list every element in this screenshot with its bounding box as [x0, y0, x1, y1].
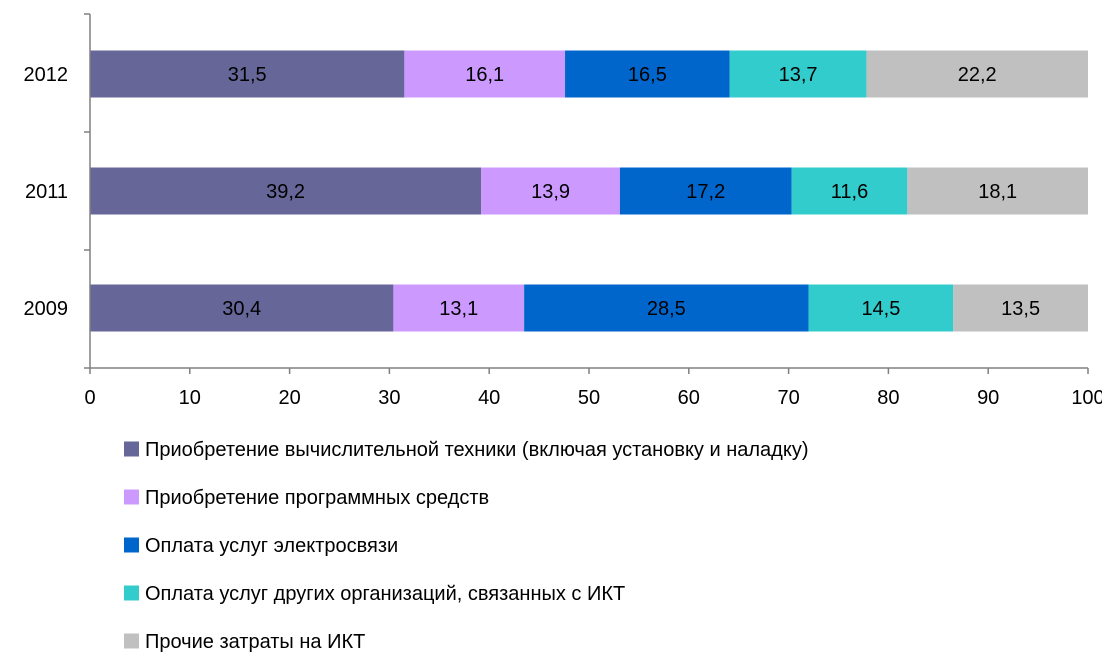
- data-label-2009-series-5: 13,5: [1001, 298, 1040, 320]
- legend-label-2: Приобретение программных средств: [145, 487, 489, 509]
- x-tick-label-50: 50: [578, 387, 600, 409]
- x-tick-label-0: 0: [84, 387, 95, 409]
- legend: Приобретение вычислительной техники (вкл…: [124, 439, 809, 653]
- data-label-2009-series-2: 13,1: [439, 298, 478, 320]
- legend-label-3: Оплата услуг электросвязи: [145, 535, 398, 557]
- bar-segment-2009-series-1: [90, 284, 394, 332]
- legend-item-2: Приобретение программных средств: [124, 487, 489, 509]
- bar-segment-2012-series-2: [404, 50, 566, 98]
- data-label-2011-series-2: 13,9: [531, 181, 570, 203]
- legend-swatch-4: [124, 585, 139, 601]
- legend-swatch-3: [124, 537, 139, 553]
- data-label-2012-series-2: 16,1: [465, 64, 504, 86]
- bar-segment-2012-series-5: [866, 50, 1088, 98]
- bar-segment-2009-series-4: [808, 284, 954, 332]
- x-tick-label-60: 60: [678, 387, 700, 409]
- legend-label-1: Приобретение вычислительной техники (вкл…: [145, 439, 809, 461]
- legend-swatch-1: [124, 441, 139, 457]
- bar-segment-2012-series-1: [90, 50, 405, 98]
- x-tick-label-80: 80: [877, 387, 899, 409]
- x-tick-label-70: 70: [777, 387, 799, 409]
- bar-segment-2009-series-2: [393, 284, 525, 332]
- bar-segment-2011-series-2: [481, 167, 620, 215]
- category-label-2009: 2009: [24, 298, 69, 320]
- legend-swatch-2: [124, 489, 139, 505]
- bar-segment-2011-series-4: [791, 167, 908, 215]
- bars-group: [90, 50, 1088, 332]
- category-label-2011: 2011: [25, 181, 68, 203]
- data-label-2009-series-1: 30,4: [222, 298, 261, 320]
- data-label-2012-series-5: 22,2: [958, 64, 997, 86]
- data-label-2011-series-4: 11,6: [831, 181, 868, 203]
- x-tick-label-40: 40: [478, 387, 500, 409]
- bar-segment-2009-series-3: [524, 284, 809, 332]
- x-tick-label-100: 100: [1071, 387, 1102, 409]
- data-label-2011-series-1: 39,2: [266, 181, 305, 203]
- data-label-2009-series-3: 28,5: [647, 298, 686, 320]
- data-label-2009-series-4: 14,5: [861, 298, 900, 320]
- data-label-2012-series-1: 31,5: [228, 64, 267, 86]
- bar-segment-2012-series-3: [565, 50, 730, 98]
- legend-item-3: Оплата услуг электросвязи: [124, 535, 398, 557]
- x-tick-label-90: 90: [977, 387, 999, 409]
- x-tick-label-30: 30: [378, 387, 400, 409]
- data-label-2012-series-3: 16,5: [628, 64, 667, 86]
- bar-segment-2011-series-5: [907, 167, 1088, 215]
- legend-item-5: Прочие затраты на ИКТ: [124, 631, 365, 653]
- bar-segment-2012-series-4: [729, 50, 867, 98]
- data-label-2011-series-3: 17,2: [686, 181, 725, 203]
- bar-segment-2011-series-1: [90, 167, 482, 215]
- legend-label-5: Прочие затраты на ИКТ: [145, 631, 365, 653]
- category-label-2012: 2012: [24, 64, 69, 86]
- bar-segment-2009-series-5: [953, 284, 1088, 332]
- legend-item-4: Оплата услуг других организаций, связанн…: [124, 583, 625, 605]
- data-label-2012-series-4: 13,7: [779, 64, 818, 86]
- legend-item-1: Приобретение вычислительной техники (вкл…: [124, 439, 809, 461]
- data-labels-group: 31,5 16,1 16,5 13,7 22,2 39,2 13,9 17,2 11,6 18,1…: [222, 64, 1040, 320]
- x-tick-label-10: 10: [179, 387, 201, 409]
- legend-swatch-5: [124, 633, 139, 649]
- ticks-group: 2012 2011 2009 0 10 20 30 40 50 60 70 80 90 100: [24, 13, 1102, 409]
- legend-label-4: Оплата услуг других организаций, связанн…: [145, 583, 625, 605]
- bar-segment-2011-series-3: [619, 167, 792, 215]
- data-label-2011-series-5: 18,1: [978, 181, 1017, 203]
- x-tick-label-20: 20: [278, 387, 300, 409]
